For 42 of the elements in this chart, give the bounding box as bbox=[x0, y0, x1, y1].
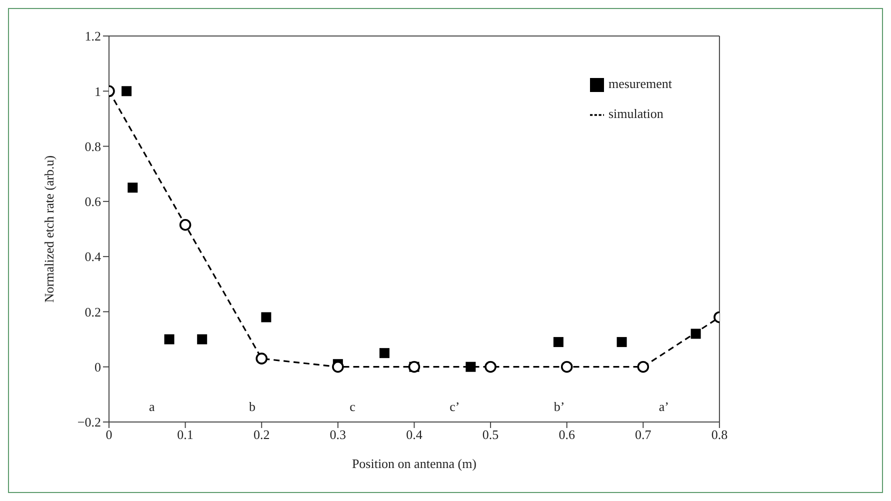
x-tick-label: 0.2 bbox=[253, 427, 270, 442]
annotation: a’ bbox=[658, 399, 669, 415]
point bbox=[379, 348, 390, 358]
x-tick-label: 0.5 bbox=[482, 427, 499, 442]
annotation: a bbox=[149, 399, 155, 415]
point bbox=[616, 337, 627, 348]
y-tick-label: −0.2 bbox=[77, 414, 101, 430]
x-axis-title: Position on antenna (m) bbox=[352, 456, 477, 471]
point bbox=[690, 328, 701, 339]
point bbox=[466, 362, 476, 372]
point bbox=[553, 337, 564, 348]
point bbox=[197, 334, 208, 344]
point bbox=[179, 218, 192, 231]
point bbox=[128, 182, 138, 193]
legend-label: simulation bbox=[608, 106, 664, 121]
point bbox=[637, 360, 650, 373]
x-tick-label: 0.8 bbox=[711, 427, 728, 442]
y-tick-label: 0.4 bbox=[84, 249, 102, 264]
point bbox=[560, 360, 573, 373]
point bbox=[484, 360, 496, 373]
point bbox=[122, 86, 132, 96]
annotation: c bbox=[350, 399, 356, 415]
annotation: b’ bbox=[554, 399, 565, 415]
y-tick-label: 0 bbox=[94, 359, 101, 374]
y-tick-label: 0.6 bbox=[84, 194, 102, 210]
point bbox=[164, 334, 174, 344]
y-axis-title: Normalized etch rate (arb.u) bbox=[42, 155, 57, 303]
x-tick-label: 0.3 bbox=[330, 427, 346, 442]
point bbox=[261, 312, 272, 322]
y-tick-label: 0.2 bbox=[84, 304, 101, 320]
x-tick-label: 0.4 bbox=[406, 427, 423, 442]
y-tick-label: 1 bbox=[94, 84, 101, 99]
y-tick-label: 1.2 bbox=[84, 28, 101, 44]
legend-label: mesurement bbox=[608, 76, 672, 91]
x-tick-label: 0.6 bbox=[558, 427, 576, 442]
y-tick-label: 0.8 bbox=[84, 138, 101, 154]
annotation: c’ bbox=[450, 399, 460, 415]
point bbox=[256, 352, 268, 364]
x-tick-label: 0.7 bbox=[635, 427, 652, 442]
x-tick-label: 0 bbox=[106, 427, 112, 442]
x-tick-label: 0.1 bbox=[177, 427, 194, 442]
annotation: b bbox=[248, 399, 256, 415]
